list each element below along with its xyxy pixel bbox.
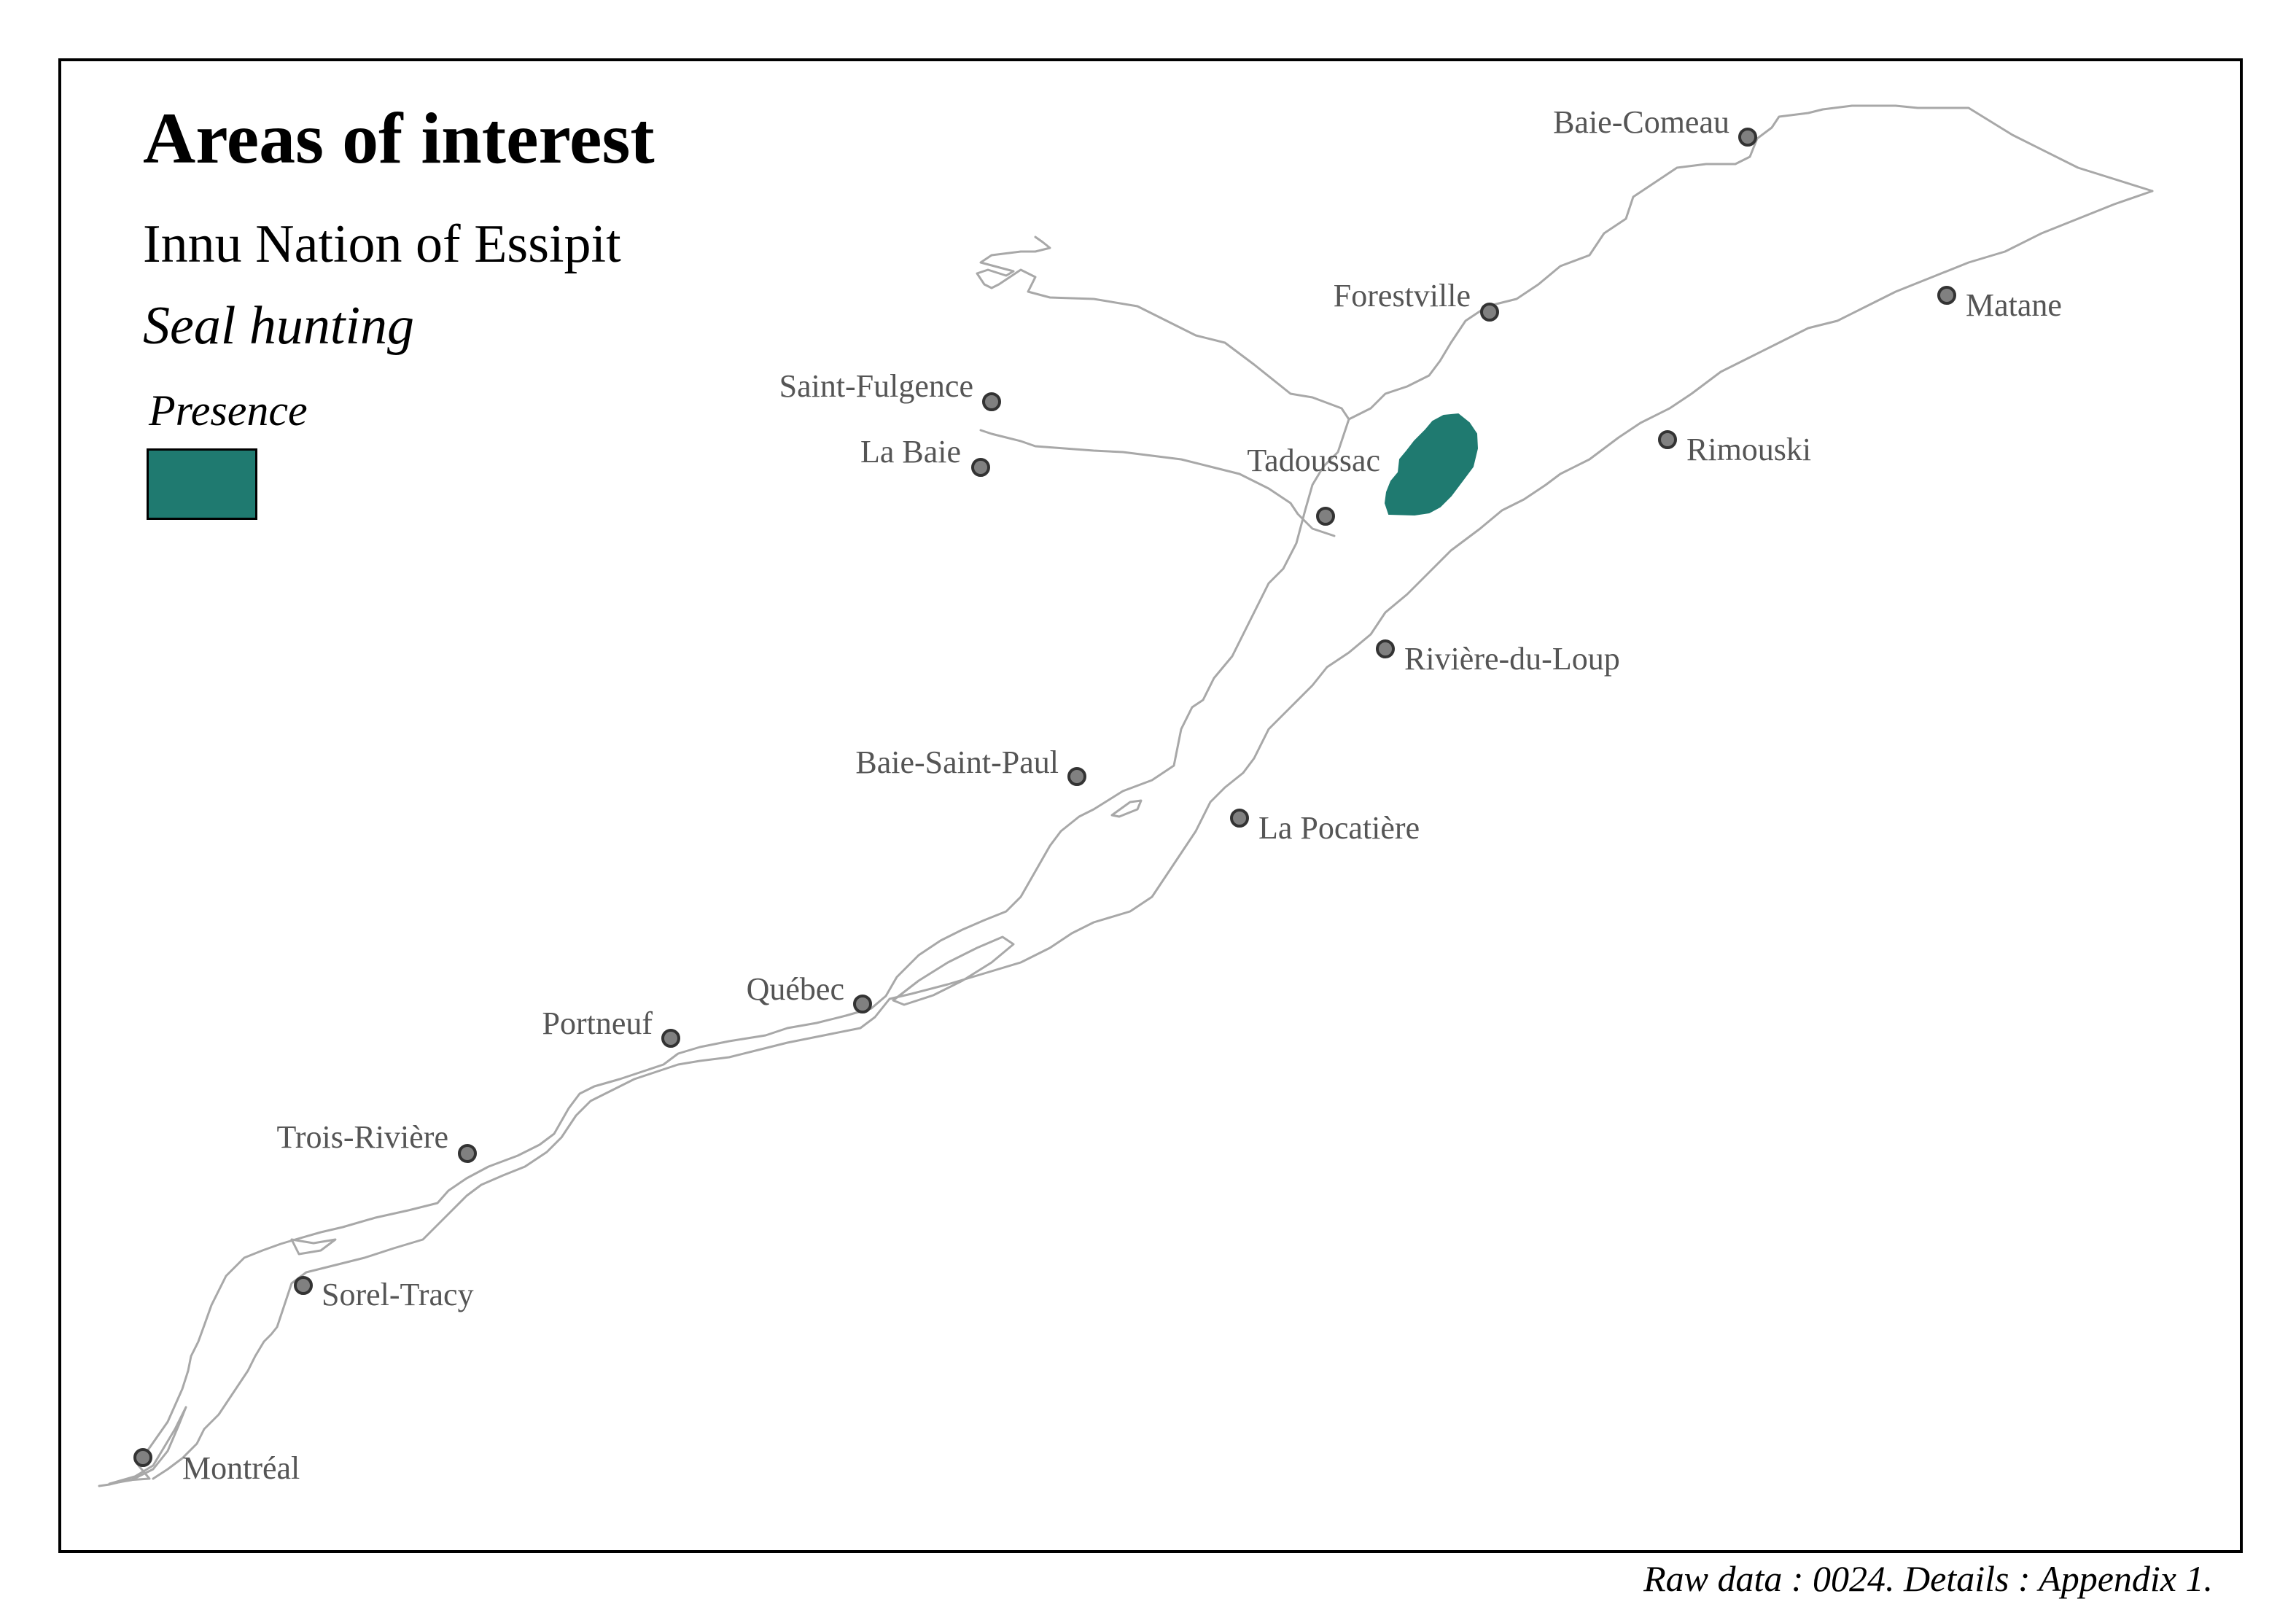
city-label-la-pocatiere: La Pocatière bbox=[1258, 810, 1420, 846]
city-marker-trois-riviere[interactable] bbox=[458, 1144, 477, 1163]
city-marker-quebec[interactable] bbox=[853, 995, 872, 1013]
island-lac-saint-pierre bbox=[290, 1238, 337, 1256]
city-marker-riviere-du-loup[interactable] bbox=[1376, 639, 1395, 658]
island-coudres bbox=[1110, 799, 1143, 818]
city-marker-saint-fulgence[interactable] bbox=[982, 392, 1001, 411]
city-marker-forestville[interactable] bbox=[1480, 303, 1499, 322]
city-marker-rimouski[interactable] bbox=[1658, 430, 1677, 449]
city-marker-baie-saint-paul[interactable] bbox=[1067, 767, 1086, 786]
south-shoreline bbox=[152, 190, 2154, 1480]
north-shore-upper bbox=[1347, 104, 2154, 421]
city-label-quebec: Québec bbox=[747, 971, 844, 1007]
legend-presence-swatch bbox=[147, 448, 257, 520]
city-marker-matane[interactable] bbox=[1937, 286, 1956, 305]
north-shoreline bbox=[98, 236, 1350, 1487]
city-marker-baie-comeau[interactable] bbox=[1738, 128, 1757, 147]
cities-layer: Baie-Comeau Forestville Matane Saint-Fulgen… bbox=[133, 104, 2062, 1486]
saguenay-fjord bbox=[979, 429, 1336, 537]
city-label-trois-riviere: Trois-Rivière bbox=[277, 1119, 449, 1155]
city-marker-portneuf[interactable] bbox=[661, 1029, 680, 1048]
city-label-montreal: Montréal bbox=[182, 1450, 300, 1486]
city-label-riviere-du-loup: Rivière-du-Loup bbox=[1404, 641, 1620, 677]
map-theme: Seal hunting bbox=[143, 296, 415, 356]
island-orleans bbox=[892, 935, 1015, 1006]
island-montreal bbox=[108, 1406, 187, 1485]
city-marker-la-pocatiere[interactable] bbox=[1230, 809, 1249, 828]
map-frame bbox=[58, 58, 2243, 1553]
city-marker-sorel-tracy[interactable] bbox=[294, 1276, 313, 1295]
city-label-portneuf: Portneuf bbox=[542, 1005, 653, 1041]
city-marker-montreal[interactable] bbox=[133, 1448, 152, 1467]
city-marker-la-baie[interactable] bbox=[971, 458, 990, 477]
city-label-la-baie: La Baie bbox=[860, 434, 961, 470]
source-caption: Raw data : 0024. Details : Appendix 1. bbox=[1643, 1558, 2213, 1599]
map-subtitle: Innu Nation of Essipit bbox=[143, 214, 621, 274]
city-label-rimouski: Rimouski bbox=[1686, 432, 1811, 467]
seal-hunting-presence-area[interactable] bbox=[1384, 413, 1479, 516]
legend-title: Presence bbox=[149, 386, 308, 435]
city-label-baie-saint-paul: Baie-Saint-Paul bbox=[855, 744, 1059, 780]
city-label-forestville: Forestville bbox=[1334, 278, 1471, 314]
city-marker-tadoussac[interactable] bbox=[1316, 507, 1335, 526]
city-label-saint-fulgence: Saint-Fulgence bbox=[779, 368, 973, 404]
city-label-sorel-tracy: Sorel-Tracy bbox=[322, 1277, 474, 1312]
city-label-matane: Matane bbox=[1966, 287, 2062, 323]
city-label-tadoussac: Tadoussac bbox=[1247, 443, 1380, 478]
map-title: Areas of interest bbox=[143, 98, 655, 179]
city-label-baie-comeau: Baie-Comeau bbox=[1553, 104, 1729, 140]
